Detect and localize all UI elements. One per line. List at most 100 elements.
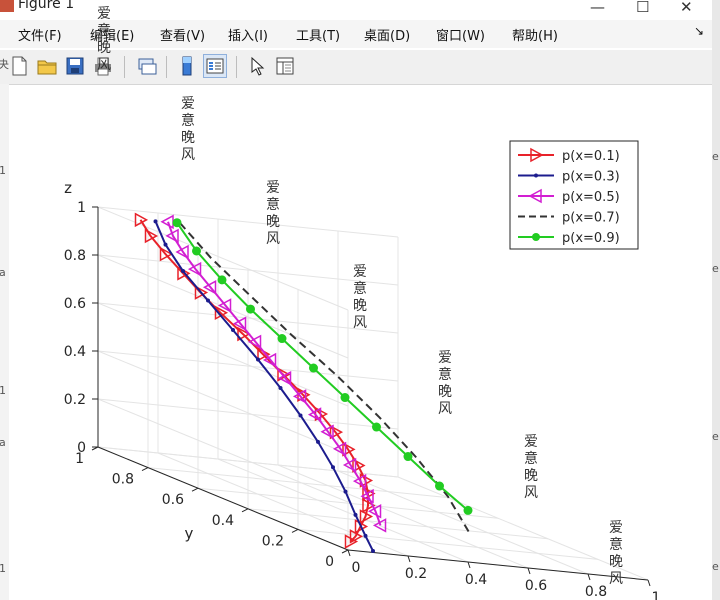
z-tick-label: 0.6: [64, 296, 86, 312]
y-tick: [191, 487, 199, 492]
menu-tools[interactable]: 工具(T): [296, 29, 341, 44]
watermark-text: 爱意晚风: [524, 434, 538, 501]
series-marker: [362, 498, 376, 513]
grid-line: [97, 302, 349, 407]
series-marker: [153, 219, 158, 224]
minimize-button[interactable]: —: [590, 0, 605, 16]
menu-window[interactable]: 窗口(W): [436, 29, 485, 44]
series-marker: [246, 304, 255, 314]
background-char: e: [712, 560, 719, 573]
series-marker: [331, 465, 335, 470]
y-tick-label: 0: [325, 554, 334, 570]
background-char: 1: [0, 384, 6, 397]
colorbar-icon[interactable]: [176, 55, 198, 77]
series-marker: [342, 457, 357, 473]
close-button[interactable]: ✕: [680, 0, 693, 16]
series-marker: [134, 212, 149, 228]
maximize-button[interactable]: ☐: [636, 0, 650, 16]
series-marker: [342, 442, 356, 457]
menu-help[interactable]: 帮助(H): [512, 29, 558, 44]
menu-view[interactable]: 查看(V): [160, 29, 206, 44]
series-marker: [181, 269, 185, 274]
series-marker: [256, 357, 260, 362]
series-marker: [360, 488, 374, 504]
grid-line: [247, 508, 549, 540]
series-marker: [165, 228, 179, 244]
series-marker: [371, 548, 375, 553]
series-line-2: [167, 221, 382, 526]
window-titlebar: Figure 1 — ☐ ✕: [0, 0, 720, 18]
series-marker: [307, 407, 322, 422]
y-tick-label: 0.4: [212, 513, 234, 529]
z-axis-label: z: [64, 179, 72, 197]
legend[interactable]: p(x=0.1) p(x=0.3) p(x=0.5) p(x=0.7) p(x=0.9): [509, 140, 639, 250]
grid-line: [97, 446, 399, 478]
series-marker: [231, 328, 235, 333]
grid-line: [217, 458, 469, 563]
save-icon[interactable]: [64, 55, 86, 77]
series-marker: [352, 458, 366, 473]
watermark-text: 爱意晚风: [97, 6, 111, 73]
x-tick: [587, 573, 591, 581]
y-tick: [141, 467, 149, 472]
legend-label-1: p(x=0.3): [562, 170, 620, 185]
series-marker: [237, 326, 251, 342]
matlab-figure-icon: [0, 0, 14, 12]
watermark-text: 爱意晚风: [353, 264, 367, 331]
menu-insert[interactable]: 插入(I): [228, 29, 268, 44]
series-marker: [332, 441, 347, 457]
series-marker: [262, 352, 277, 368]
series-marker: [354, 519, 369, 534]
menu-file[interactable]: 文件(F): [18, 29, 62, 44]
series-marker: [372, 422, 381, 432]
print-icon[interactable]: [92, 55, 114, 77]
menu-desktop[interactable]: 桌面(D): [364, 29, 411, 44]
pointer-icon[interactable]: [246, 55, 268, 77]
x-tick-label: 0.8: [585, 584, 607, 600]
menu-edit[interactable]: 编辑(E): [90, 29, 135, 44]
y-tick: [291, 528, 299, 533]
background-char: 1: [0, 164, 6, 177]
series-marker: [217, 275, 227, 285]
legend-marker: [534, 173, 538, 178]
grid-line: [97, 350, 349, 455]
x-tick-label: 0.4: [465, 572, 487, 588]
property-editor-icon[interactable]: [274, 55, 296, 77]
background-char: 夬: [0, 58, 9, 71]
toolbar-separator: [166, 56, 167, 78]
z-tick-label: 0.8: [64, 248, 86, 264]
toolbar-separator: [236, 56, 237, 78]
series-marker: [329, 424, 344, 440]
legend-icon[interactable]: [203, 54, 227, 78]
right-background-window: e e e e: [712, 0, 720, 600]
link-figure-icon[interactable]: [136, 55, 158, 77]
watermark-text: 爱意晚风: [438, 350, 452, 417]
series-marker: [187, 261, 202, 277]
background-char: a: [0, 266, 6, 279]
grid-line: [97, 398, 349, 503]
grid-line: [277, 464, 529, 569]
series-marker: [172, 218, 182, 228]
dock-arrow-icon[interactable]: ↘: [694, 24, 705, 38]
series-marker: [435, 481, 444, 491]
series-marker: [353, 512, 358, 517]
open-folder-icon[interactable]: [36, 55, 58, 77]
series-marker: [343, 489, 348, 494]
new-file-icon[interactable]: [8, 55, 30, 77]
toolbar-separator: [124, 56, 125, 78]
x-tick-label: 0.2: [405, 566, 427, 582]
series-marker: [344, 534, 359, 549]
x-tick: [467, 561, 471, 569]
series-marker: [298, 413, 303, 418]
series-layer: [134, 212, 473, 553]
z-tick-label: 0: [77, 440, 86, 456]
series-marker: [278, 386, 283, 391]
grid-line: [297, 528, 599, 560]
series-marker: [403, 452, 413, 462]
series-marker: [163, 242, 168, 247]
y-tick-label: 1: [75, 451, 84, 467]
series-marker: [359, 509, 374, 524]
series-marker: [277, 367, 291, 382]
background-char: a: [0, 436, 6, 449]
